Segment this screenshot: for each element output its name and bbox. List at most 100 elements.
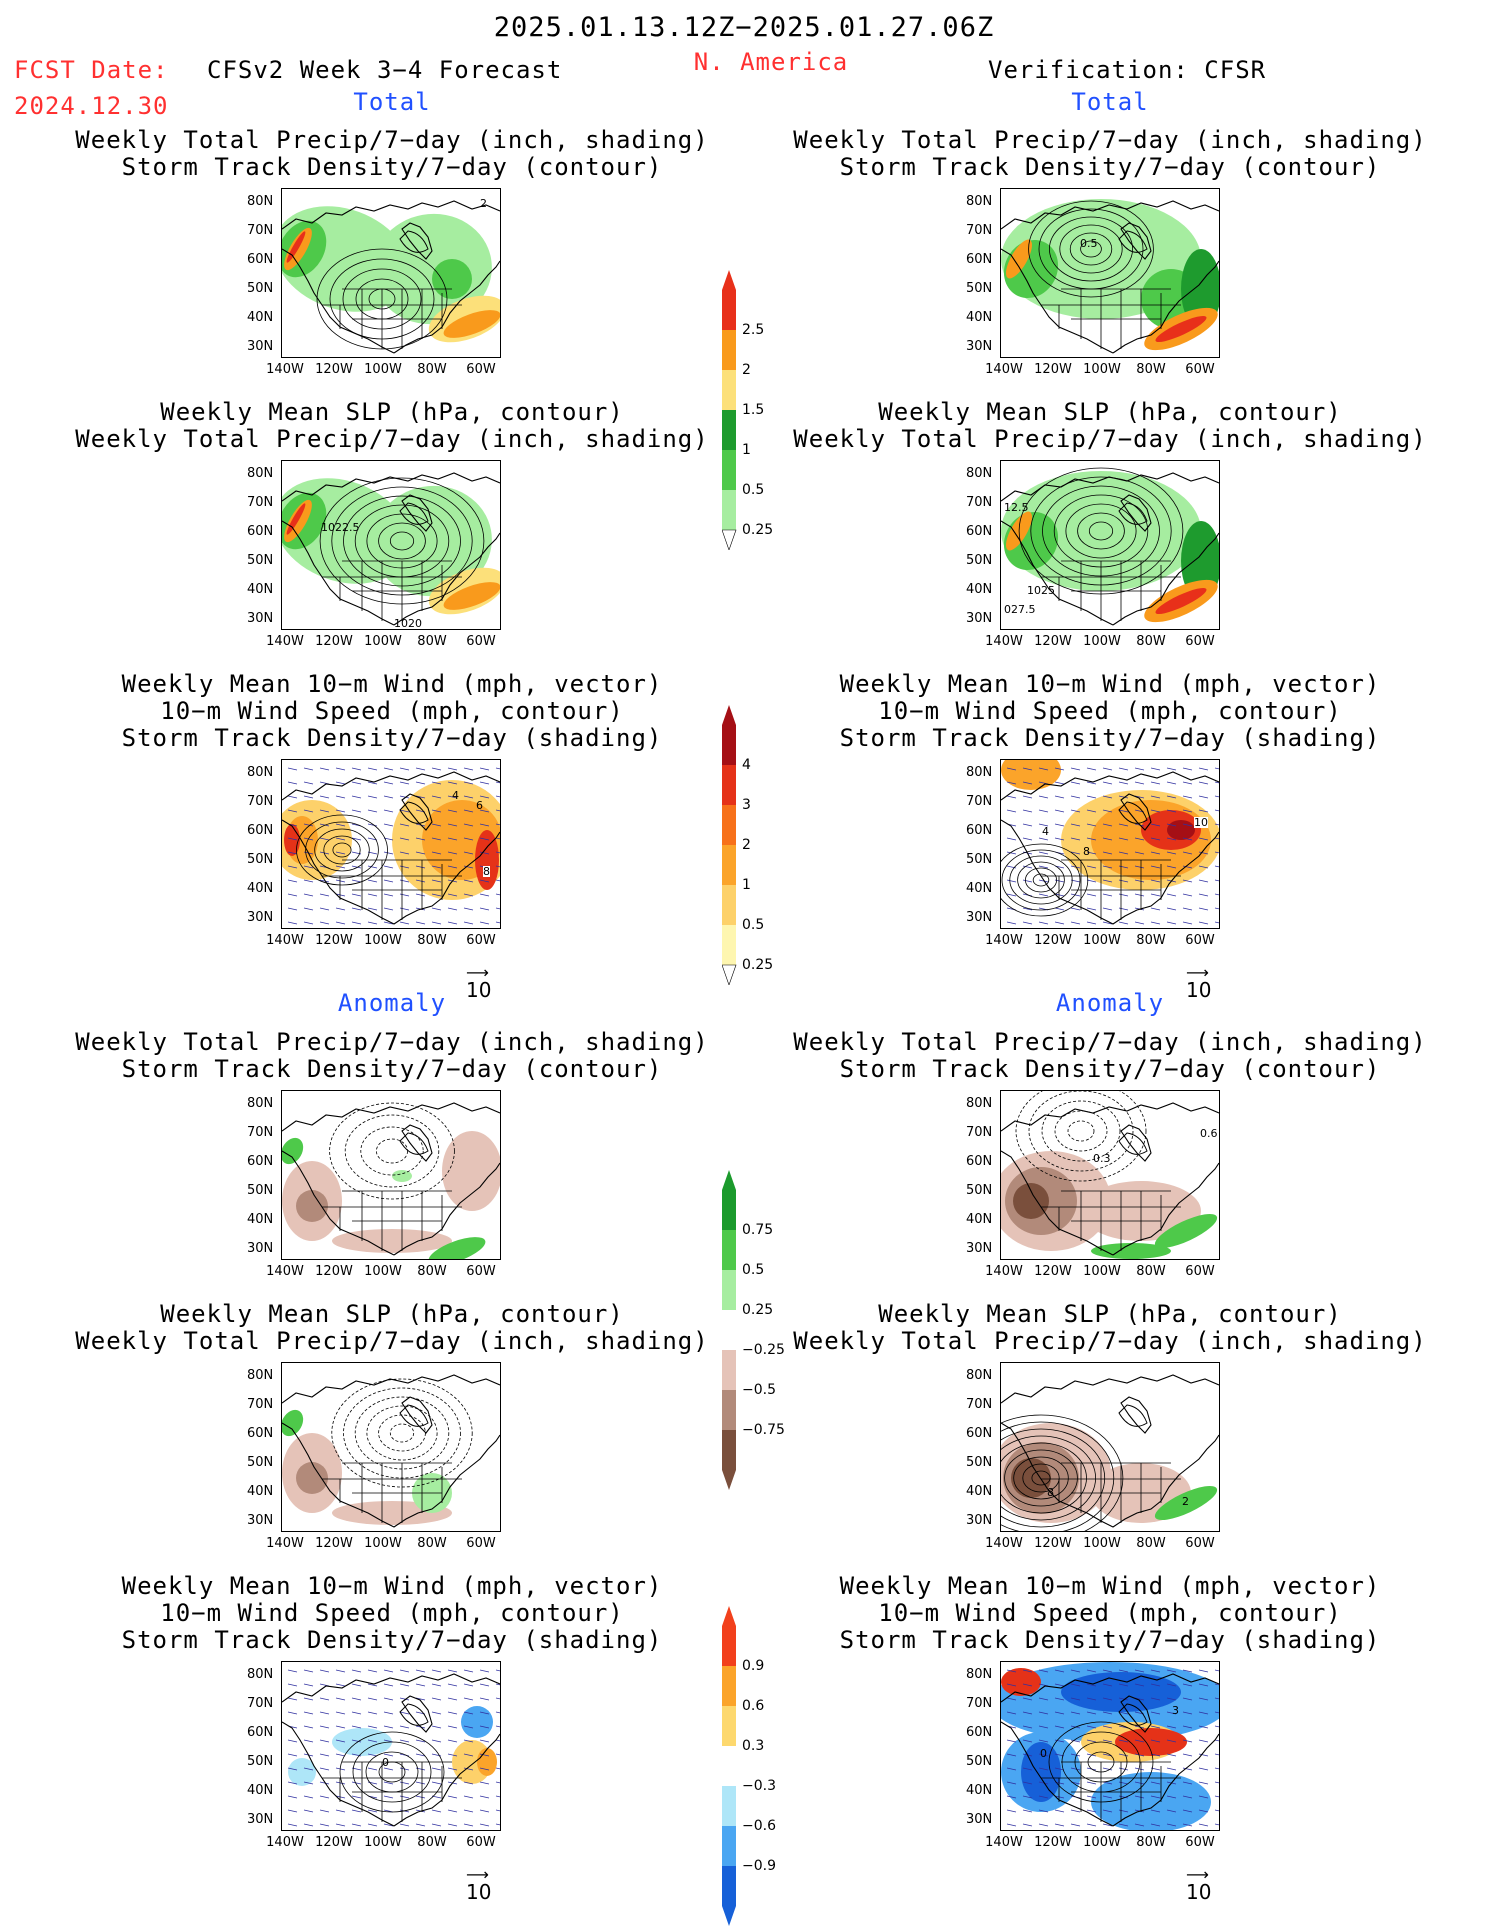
- wind-vector: [1006, 1753, 1017, 1757]
- wind-vector: [319, 1795, 330, 1799]
- longitude-label: 80W: [1136, 1835, 1166, 1850]
- contour-label: 0.3: [1093, 1152, 1111, 1165]
- longitude-label: 100W: [1083, 1264, 1121, 1279]
- wind-vector: [1022, 1669, 1033, 1673]
- wind-vector: [431, 1781, 442, 1785]
- wind-vector: [1054, 1669, 1065, 1673]
- wind-vector: [1038, 767, 1049, 771]
- wind-vector: [287, 879, 298, 883]
- coastline: [1001, 200, 1219, 354]
- wind-vector: [447, 1711, 458, 1715]
- wind-vector: [495, 781, 500, 784]
- wind-vector: [479, 823, 490, 827]
- wind-vector: [351, 1683, 362, 1687]
- wind-vector: [1118, 767, 1129, 771]
- title-ob-anom-precip-1: Weekly Total Precip/7−day (inch, shading…: [793, 1028, 1427, 1056]
- shading-region: [332, 1728, 392, 1756]
- wind-vector: [335, 767, 346, 771]
- wind-vector: [1214, 907, 1219, 910]
- wind-vector: [399, 795, 410, 799]
- colorbar-precip-total: 2.5 2 1.5 1 0.5 0.25: [721, 270, 842, 554]
- wind-vector: [367, 1711, 378, 1715]
- wind-vector: [415, 893, 426, 897]
- verification-title: Verification: CFSR: [988, 56, 1267, 84]
- wind-vector: [463, 893, 474, 897]
- wind-vector: [383, 795, 394, 799]
- title-fc-anom-wind-2: 10−m Wind Speed (mph, contour): [160, 1599, 624, 1627]
- wind-vector: [479, 809, 490, 813]
- wind-vector: [447, 921, 458, 925]
- wind-vector: [495, 1767, 500, 1770]
- wind-vector: [495, 1683, 500, 1686]
- wind-vector: [287, 1781, 298, 1785]
- shading-region: [1115, 1728, 1187, 1756]
- colorbar-swatch: [722, 450, 736, 490]
- contour-label: 8: [483, 865, 490, 878]
- colorbar-swatch: [722, 885, 736, 925]
- shading-region: [296, 1190, 328, 1222]
- title-ob-total-slp-1: Weekly Mean SLP (hPa, contour): [878, 398, 1342, 426]
- wind-vector: [303, 1683, 314, 1687]
- longitude-label: 120W: [1034, 634, 1072, 649]
- wind-vector: [1166, 837, 1177, 841]
- wind-vector: [1198, 1739, 1209, 1743]
- wind-vector: [1070, 921, 1081, 925]
- wind-vector: [383, 921, 394, 925]
- wind-vector: [479, 1795, 490, 1799]
- colorbar-label: 1: [742, 442, 751, 458]
- wind-vector: [1150, 1809, 1161, 1813]
- wind-vector: [1102, 781, 1113, 785]
- latitude-label: 70N: [247, 794, 274, 809]
- colorbar-label: 0.3: [742, 1738, 765, 1754]
- wind-vector: [1166, 1753, 1177, 1757]
- wind-vector: [1198, 1697, 1209, 1701]
- state-borders: [1041, 1190, 1181, 1251]
- contour-line: [1001, 1414, 1124, 1531]
- wind-vector: [1086, 1739, 1097, 1743]
- wind-vector: [447, 1739, 458, 1743]
- contour-line: [1001, 1442, 1087, 1514]
- wind-vector: [383, 1823, 394, 1827]
- longitude-label: 120W: [315, 362, 353, 377]
- colorbar-swatch: [722, 1310, 736, 1350]
- wind-vector: [1214, 837, 1219, 840]
- wind-vector: [335, 865, 346, 869]
- latitude-label: 60N: [247, 823, 274, 838]
- latitude-label: 30N: [247, 910, 274, 925]
- colorbar-swatch: [722, 1746, 736, 1786]
- wind-vector: [1134, 1753, 1145, 1757]
- contour-line: [360, 1126, 424, 1176]
- shading-region: [284, 824, 300, 856]
- latitude-label: 40N: [966, 1212, 993, 1227]
- wind-vector: [1102, 893, 1113, 897]
- wind-vector: [1070, 1767, 1081, 1771]
- wind-vector: [447, 851, 458, 855]
- section-total-verification: Total: [1071, 88, 1149, 116]
- wind-vector: [383, 1725, 394, 1729]
- contour-line: [1015, 1091, 1147, 1182]
- contour-line: [1067, 1120, 1095, 1142]
- wind-vector: [351, 1697, 362, 1701]
- wind-vector: [415, 795, 426, 799]
- contour-line: [1024, 867, 1058, 893]
- wind-vector: [303, 893, 314, 897]
- latitude-label: 40N: [966, 310, 993, 325]
- wind-vector: [335, 1809, 346, 1813]
- longitude-label: 100W: [364, 1835, 402, 1850]
- latitude-label: 50N: [247, 1183, 274, 1198]
- latitude-label: 30N: [966, 1241, 993, 1256]
- longitude-label: 140W: [985, 1536, 1023, 1551]
- latitude-label: 40N: [247, 1783, 274, 1798]
- latitude-label: 80N: [966, 194, 993, 209]
- wind-vector: [431, 795, 442, 799]
- contour-line: [1004, 1449, 1078, 1507]
- wind-vector: [447, 781, 458, 785]
- wind-vector: [1022, 837, 1033, 841]
- wind-vector: [1070, 893, 1081, 897]
- wind-vector: [1166, 1725, 1177, 1729]
- latitude-label: 60N: [247, 1725, 274, 1740]
- wind-vector: [447, 865, 458, 869]
- wind-vector: [1006, 767, 1017, 771]
- wind-vector: [479, 851, 490, 855]
- wind-vector: [335, 1781, 346, 1785]
